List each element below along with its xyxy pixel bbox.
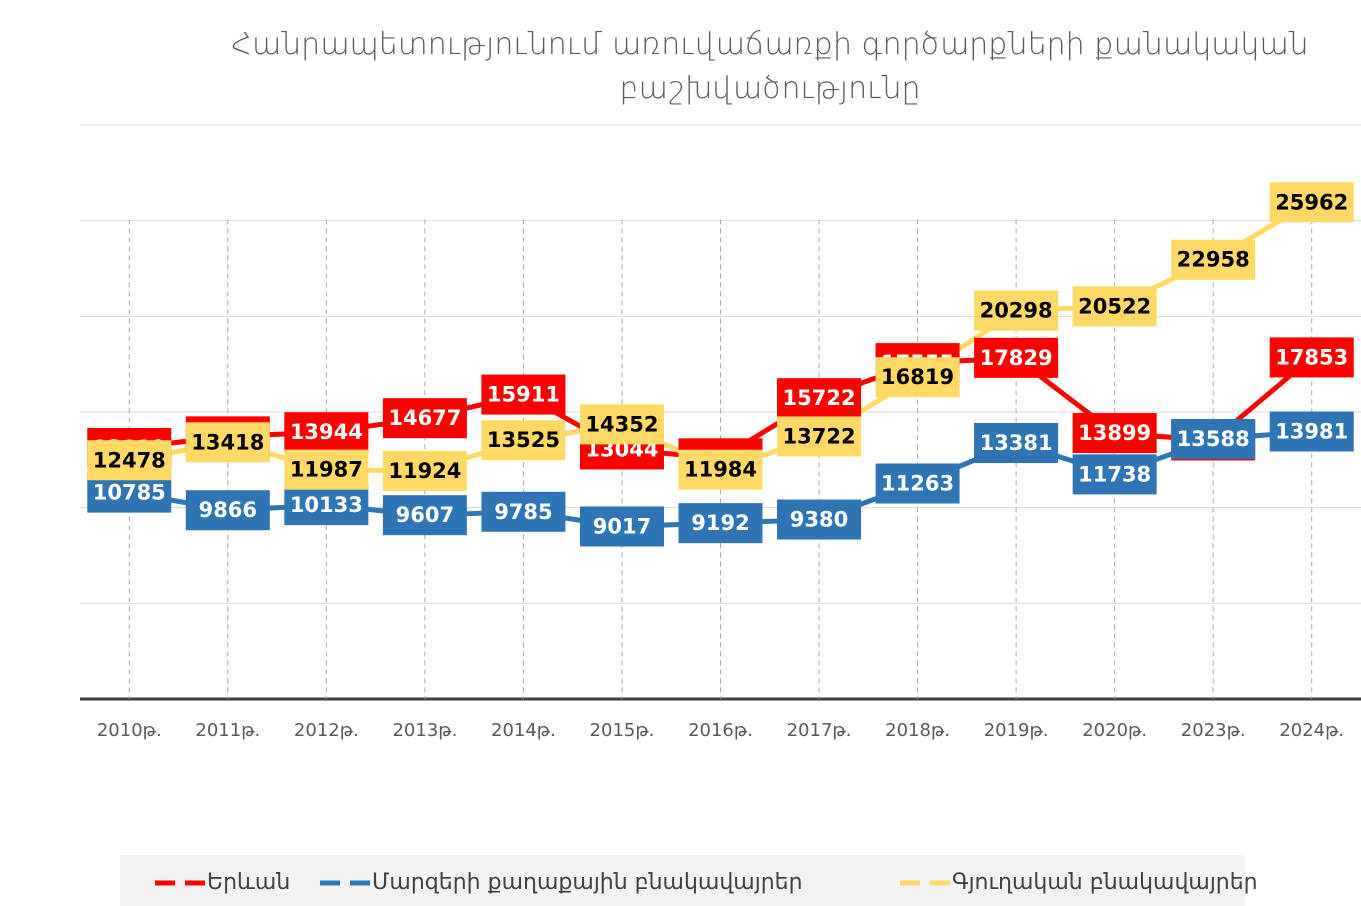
data-label-box	[481, 420, 566, 461]
data-label-box	[185, 490, 270, 531]
data-label-box	[1072, 413, 1157, 454]
data-label-box	[579, 404, 664, 445]
data-label: 17853	[1275, 345, 1348, 369]
data-label-box	[875, 357, 960, 398]
data-label-box	[1269, 411, 1354, 452]
data-label: 14352	[585, 412, 658, 436]
data-label: 11984	[684, 458, 757, 482]
data-label-box	[284, 449, 369, 490]
data-label: 13981	[1275, 419, 1348, 443]
data-label: 17829	[980, 346, 1053, 370]
data-label-box	[678, 503, 763, 544]
data-label: 13722	[783, 424, 856, 448]
data-label: 20298	[980, 299, 1053, 323]
data-label-box	[382, 495, 467, 536]
chart-title: Հանրապետությունում առուվաճառքի գործարքնե…	[231, 27, 1308, 106]
data-label: 13381	[980, 431, 1053, 455]
x-tick-label: 2016թ.	[688, 720, 753, 741]
data-label: 22958	[1177, 248, 1250, 272]
data-label: 9607	[396, 503, 454, 527]
data-label: 11987	[290, 458, 363, 482]
x-tick-label: 2017թ.	[787, 720, 852, 741]
data-label-box	[87, 440, 172, 481]
data-label-box	[777, 378, 862, 419]
data-label-box	[579, 506, 664, 547]
x-tick-label: 2019թ.	[984, 720, 1049, 741]
data-label-box	[284, 485, 369, 526]
data-label: 16819	[881, 365, 954, 389]
data-label-box	[284, 412, 369, 453]
x-tick-label: 2012թ.	[294, 720, 359, 741]
data-label-box	[777, 499, 862, 540]
data-label-box	[1269, 182, 1354, 223]
x-tick-label: 2011թ.	[195, 720, 260, 741]
x-tick-label: 2013թ.	[392, 720, 457, 741]
data-label: 9192	[691, 511, 749, 535]
data-label-box	[1171, 239, 1256, 280]
data-label-box	[1072, 454, 1157, 495]
data-label-box	[185, 422, 270, 463]
data-label-box	[1269, 337, 1354, 378]
legend-box	[120, 855, 1245, 906]
legend-label: Գյուղական բնակավայրեր	[952, 870, 1258, 895]
x-tick-label: 2023թ.	[1181, 720, 1246, 741]
data-label: 20522	[1078, 294, 1151, 318]
data-label: 15722	[783, 386, 856, 410]
data-label-box	[678, 449, 763, 490]
data-label: 13525	[487, 428, 560, 452]
data-label: 9380	[790, 508, 848, 532]
data-label-box	[481, 491, 566, 532]
data-label-box	[382, 450, 467, 491]
title-line: բաշխվածությունը	[619, 71, 920, 106]
data-label: 9017	[593, 514, 651, 538]
data-label-box	[481, 374, 566, 415]
data-label: 10785	[93, 481, 166, 505]
data-label: 13588	[1177, 427, 1250, 451]
data-label: 11263	[881, 472, 954, 496]
data-label-box	[875, 463, 960, 504]
data-label: 9866	[199, 498, 257, 522]
data-label: 11924	[388, 459, 461, 483]
data-label: 11738	[1078, 462, 1151, 486]
labels: 1311913727139441467715911130441257815722…	[87, 182, 1354, 547]
legend-label: Երևան	[207, 870, 290, 895]
data-label: 9785	[494, 500, 552, 524]
data-label: 13944	[290, 420, 363, 444]
title-line: Հանրապետությունում առուվաճառքի գործարքնե…	[231, 27, 1308, 62]
data-label: 14677	[388, 406, 461, 430]
data-label-box	[974, 337, 1059, 378]
data-label-box	[1072, 286, 1157, 327]
data-label-box	[1171, 419, 1256, 460]
data-label-box	[974, 422, 1059, 463]
x-tick-label: 2024թ.	[1279, 720, 1344, 741]
legend-label: Մարզերի քաղաքային բնակավայրեր	[372, 870, 803, 895]
data-label-box	[974, 290, 1059, 331]
x-tick-label: 2010թ.	[97, 720, 162, 741]
x-tick-label: 2014թ.	[491, 720, 556, 741]
data-label: 12478	[93, 448, 166, 472]
data-label: 15911	[487, 383, 560, 407]
x-tick-label: 2018թ.	[885, 720, 950, 741]
x-tick-label: 2015թ.	[590, 720, 655, 741]
data-label: 13418	[191, 430, 264, 454]
x-tick-label: 2020թ.	[1082, 720, 1147, 741]
data-label: 10133	[290, 493, 363, 517]
data-label: 13899	[1078, 421, 1151, 445]
data-label-box	[777, 416, 862, 457]
data-label-box	[382, 398, 467, 439]
data-label: 25962	[1275, 190, 1348, 214]
